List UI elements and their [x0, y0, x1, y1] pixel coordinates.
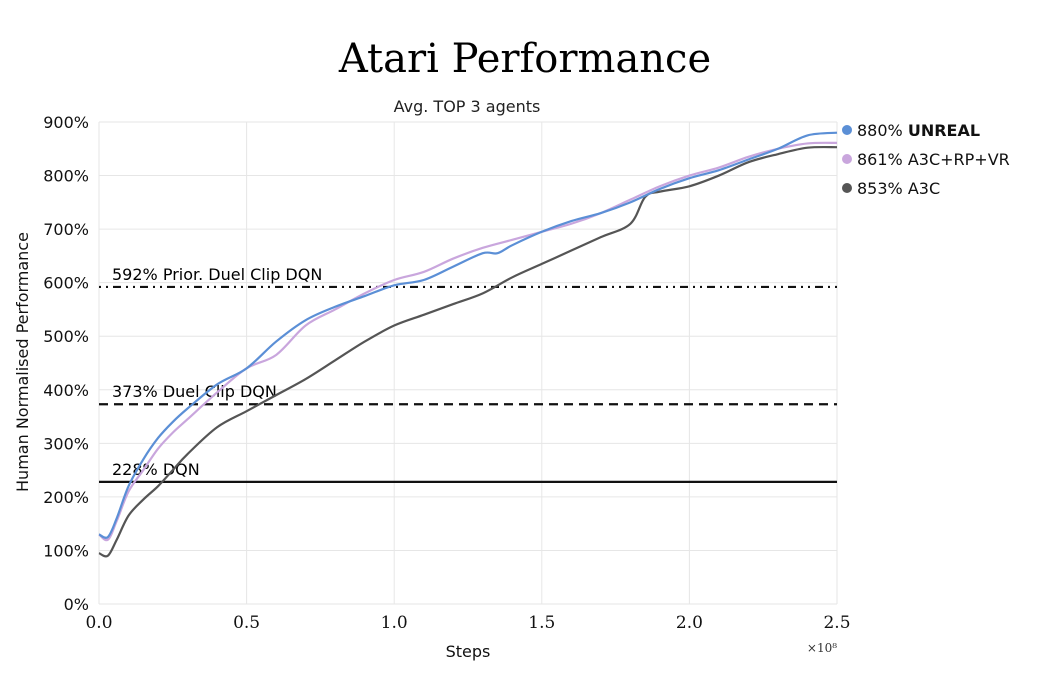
y-tick-label: 100% — [43, 541, 89, 560]
y-tick-label: 300% — [43, 434, 89, 453]
series-line-a3c-rp-vr — [98, 141, 838, 542]
legend-marker — [842, 183, 852, 193]
y-tick-label: 500% — [43, 327, 89, 346]
series-line-a3c — [98, 145, 838, 558]
reference-line-label: 592% Prior. Duel Clip DQN — [112, 265, 322, 284]
y-tick-label: 400% — [43, 381, 89, 400]
chart-subtitle: Avg. TOP 3 agents — [394, 97, 541, 116]
legend: 880% UNREAL 861% A3C+RP+VR 853% A3C — [842, 121, 1010, 198]
x-axis-multiplier: ×10⁸ — [807, 641, 837, 655]
series-lines — [98, 131, 838, 558]
y-tick-label: 200% — [43, 488, 89, 507]
x-tick-label: 0.0 — [85, 613, 112, 633]
x-tick-label: 0.5 — [233, 613, 260, 633]
legend-marker — [842, 125, 852, 135]
x-tick-label: 1.0 — [381, 613, 408, 633]
legend-entry: 861% A3C+RP+VR — [857, 150, 1010, 169]
legend-entry: 880% UNREAL — [857, 121, 980, 140]
y-tick-label: 0% — [64, 595, 89, 614]
y-tick-label: 600% — [43, 274, 89, 293]
x-axis-label: Steps — [446, 642, 491, 661]
y-tick-label: 800% — [43, 167, 89, 186]
grid — [98, 121, 838, 605]
y-tick-label: 900% — [43, 113, 89, 132]
y-tick-label: 700% — [43, 220, 89, 239]
legend-marker — [842, 154, 852, 164]
legend-entry: 853% A3C — [857, 179, 940, 198]
y-axis-label: Human Normalised Performance — [13, 232, 32, 492]
reference-line-label: 228% DQN — [112, 460, 200, 479]
reference-lines: 592% Prior. Duel Clip DQN 373% Duel Clip … — [99, 265, 837, 483]
reference-line-label: 373% Duel Clip DQN — [112, 382, 277, 401]
x-tick-label: 1.5 — [528, 613, 555, 633]
chart-title: Atari Performance — [338, 36, 711, 82]
series-line-unreal — [98, 131, 838, 539]
x-tick-label: 2.0 — [676, 613, 703, 633]
axes: 0% 100% 200% 300% 400% 500% 600% 700% 800% 900% 0.… — [43, 113, 850, 633]
x-tick-label: 2.5 — [823, 613, 850, 633]
